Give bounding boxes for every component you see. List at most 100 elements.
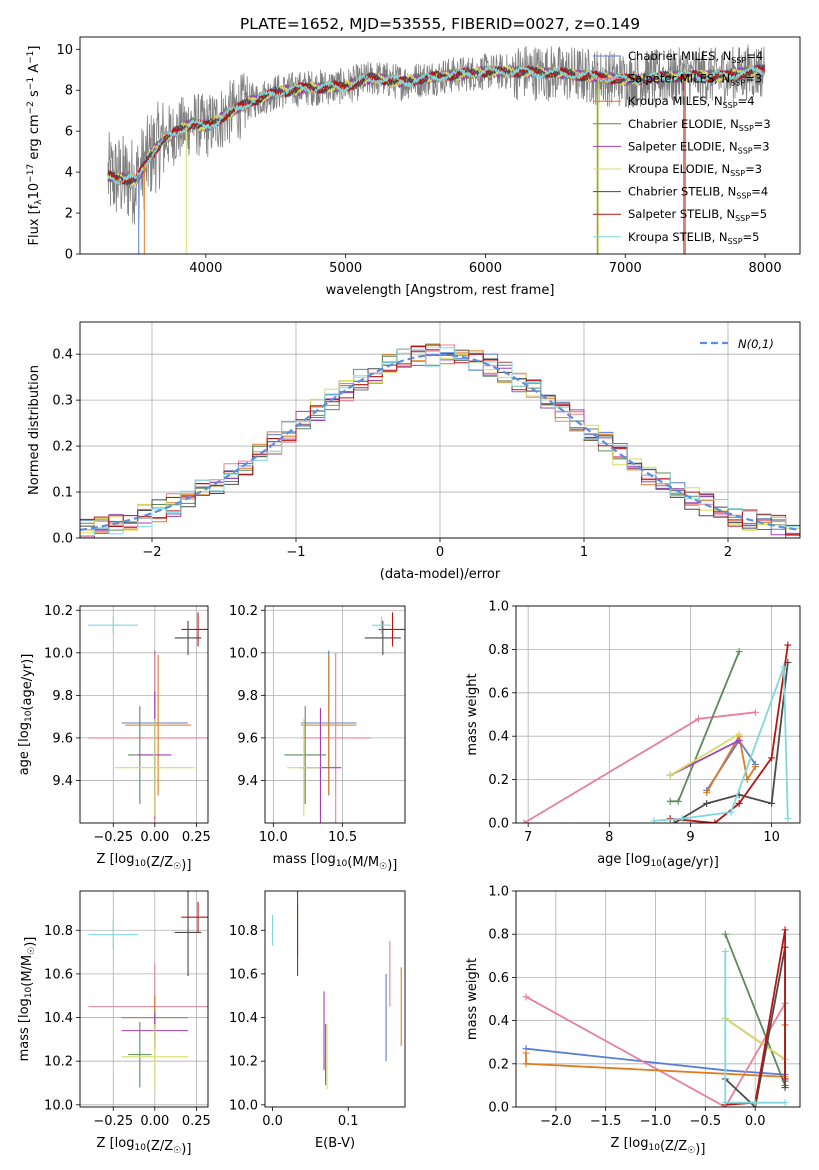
y-tick-label: 10.2 [44,1055,73,1070]
series-marker [670,819,678,823]
series-marker [751,708,759,716]
y-tick-label: 0.0 [488,817,509,832]
errorbar-kroupa-elodie [287,718,321,817]
histogram-kroupa-stelib [80,347,800,537]
y-tick-label: 10.8 [44,924,73,939]
legend-model: Salpeter MILES [628,72,714,86]
axes-frame [515,605,801,824]
errorbar-layer [272,891,402,1090]
series-line [669,733,740,777]
y-tick-label: 10.2 [229,604,258,619]
legend-nssp: 5 [760,207,767,221]
y-tick-label: 9.8 [237,689,258,704]
x-tick-label: 10 [763,830,780,845]
y-tick-label: 9.6 [237,731,258,746]
series-line [669,739,740,777]
series-marker [781,1099,789,1107]
figure-title: PLATE=1652, MJD=53555, FIBERID=0027, z=0… [240,15,640,33]
x-tick-label: 2 [724,545,732,560]
label-part: age [ [597,852,630,867]
label-part: log [629,1136,649,1151]
x-tick-label: 10.0 [259,830,288,845]
grid [80,606,208,823]
histogram-layer [80,343,800,538]
y-tick-label: 8 [65,84,73,99]
label-part: erg cm [27,114,42,163]
x-tick-label: 0.0 [262,1114,283,1129]
y-tick-label: 0.2 [488,773,509,788]
y-axis-label: Flux [fλ10−17 erg cm−2 s−1 A−1] [26,46,44,246]
series-line [673,662,789,823]
x-tick-label: −1 [286,545,305,560]
x-tick-label: −1.5 [590,1114,622,1129]
errorbar-kroupa-miles [124,654,192,796]
x-tick-label: 0 [436,545,444,560]
y-tick-label: 4 [65,166,73,181]
series-kroupa-stelib [650,663,792,823]
x-tick-label: 4000 [189,261,222,276]
y-tick-label: 0.4 [488,1014,509,1029]
legend-label-chabrier-elodie: Chabrier ELODIE, NSSP=3 [628,117,771,133]
y-tick-label: 0.8 [488,643,509,658]
errorbar-salpeter-stelib [181,901,208,933]
legend-model: Kroupa MILES [628,94,707,108]
label-part: mass [ [273,852,316,867]
series-marker [735,799,743,807]
label-part: )] [695,1142,705,1157]
label-subscript: ☉ [379,862,387,872]
label-subscript: ☉ [27,947,37,955]
y-tick-label: 10.4 [44,1011,73,1026]
legend-subscript: SSP [730,79,745,88]
y-tick-label: 10.6 [229,967,258,982]
label-part: (age/yr)] [20,654,35,711]
series-marker [735,737,743,745]
legend-model: Chabrier STELIB [628,185,720,199]
x-tick-label: −2.0 [540,1114,572,1129]
y-tick-label: 10.4 [229,1011,258,1026]
x-axis-label: (data-model)/error [380,567,501,582]
label-part: s [27,90,42,101]
y-tick-label: 10.6 [44,967,73,982]
series-salpeter-miles [520,708,759,823]
legend-model: Salpeter ELODIE [628,139,722,153]
series-marker [666,797,674,805]
legend-n: , N [714,72,730,86]
label-part: A [27,64,42,77]
x-tick-label: 9 [686,830,694,845]
ticks: 4000 5000 6000 7000 8000 0 2 4 6 8 10 [56,43,781,276]
x-axis-label: Z [log10(Z/Z☉)] [611,1136,706,1157]
series-line [670,651,740,803]
label-part: Flux [f [27,204,42,245]
label-part: ] [27,46,42,51]
ticks: 0.0 0.1 10.0 10.2 10.4 10.6 10.8 [229,924,359,1129]
legend-nssp: 3 [762,139,769,153]
mass-weight-vs-metallicity-panel: −2.0 −1.5 −1.0 −0.5 0.0 0.0 0.2 0.4 0.6 0.8 1.0 Z [… [465,885,801,1157]
errorbar-chabrier-stelib [174,891,202,977]
y-tick-label: 9.4 [52,774,73,789]
label-part: Z [ [97,1136,115,1151]
errorbar-salpeter-stelib [378,612,405,647]
legend-nssp: 4 [756,49,763,63]
label-part: )] [387,858,397,873]
label-part: (Z/Z [146,1139,173,1154]
y-tick-label: 10.0 [229,646,258,661]
legend-eq: = [738,94,748,108]
errorbar-salpeter-miles [301,652,371,823]
y-axis-label: Normed distribution [27,365,42,495]
legend-subscript: SSP [731,56,746,65]
y-tick-label: 2 [65,207,73,222]
series-marker [768,799,776,807]
x-tick-label: 1 [580,545,588,560]
label-part: 10 [27,183,42,200]
legend-label-salpeter-elodie: Salpeter ELODIE, NSSP=3 [628,139,770,155]
y-tick-label: 0.6 [488,971,509,986]
legend-label-chabrier-stelib: Chabrier STELIB, NSSP=4 [628,185,768,201]
y-tick-label: 10 [56,43,73,58]
series-marker [703,789,711,797]
x-tick-label: −2 [142,545,161,560]
series-layer [522,926,789,1107]
legend-subscript: SSP [736,192,751,201]
series-marker [743,776,751,784]
series-marker [751,1099,759,1107]
legend-n: , N [714,162,730,176]
